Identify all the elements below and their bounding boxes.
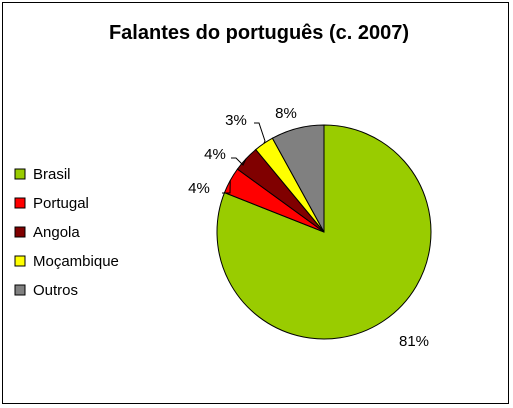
chart-title: Falantes do português (c. 2007) — [109, 22, 409, 44]
legend-item-angola: Angola — [14, 224, 80, 241]
legend-item-outros: Outros — [14, 282, 78, 299]
legend: Brasil Portugal Angola Moçambique Outros — [14, 166, 119, 299]
legend-swatch-mocambique — [14, 255, 26, 267]
legend-label-portugal: Portugal — [33, 195, 89, 212]
legend-swatch-portugal — [14, 197, 26, 209]
data-label-angola: 4% — [204, 146, 226, 163]
pie-leader-lines — [222, 122, 266, 194]
leader-line-portugal — [222, 180, 231, 194]
data-label-brasil: 81% — [399, 333, 429, 350]
chart-frame: Falantes do português (c. 2007) 81% 4% 4% 3… — [2, 2, 509, 404]
legend-item-mocambique: Moçambique — [14, 253, 119, 270]
legend-swatch-brasil — [14, 168, 26, 180]
data-label-outros: 8% — [275, 105, 297, 122]
pie-data-labels: 81% 4% 4% 3% 8% — [188, 105, 429, 350]
pie-slices — [216, 124, 432, 340]
data-label-portugal: 4% — [188, 180, 210, 197]
pie-slice-outros — [271, 124, 325, 233]
legend-item-brasil: Brasil — [14, 166, 71, 183]
legend-item-portugal: Portugal — [14, 195, 89, 212]
leader-line-angola — [231, 157, 247, 166]
legend-swatch-outros — [14, 284, 26, 296]
legend-swatch-angola — [14, 226, 26, 238]
legend-label-angola: Angola — [33, 224, 80, 241]
legend-label-brasil: Brasil — [33, 166, 71, 183]
data-label-mocambique: 3% — [225, 112, 247, 129]
pie-slice-brasil — [216, 124, 432, 340]
leader-line-mocambique — [254, 122, 266, 144]
chart-svg: Falantes do português (c. 2007) 81% 4% 4% 3… — [14, 22, 432, 350]
legend-label-mocambique: Moçambique — [33, 253, 119, 270]
legend-label-outros: Outros — [33, 282, 78, 299]
